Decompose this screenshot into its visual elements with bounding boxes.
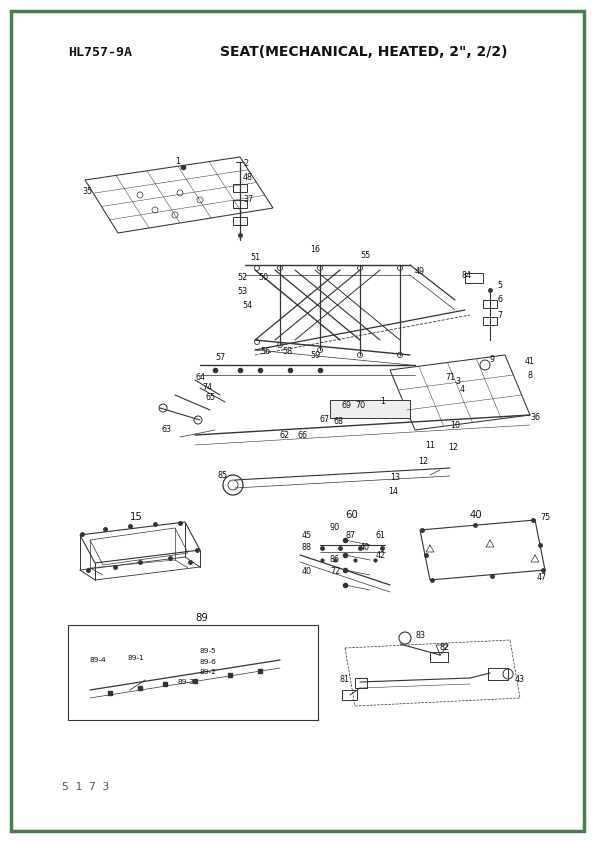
Text: 50: 50 [258, 274, 268, 283]
Bar [430, 652, 448, 662]
Text: 40: 40 [302, 568, 312, 577]
Text: 65: 65 [205, 393, 215, 402]
Text: 60: 60 [345, 510, 358, 520]
Text: 85: 85 [218, 471, 228, 479]
Text: 89-4: 89-4 [90, 657, 107, 663]
Bar [465, 273, 483, 283]
Text: 88: 88 [302, 543, 312, 552]
Text: 16: 16 [310, 246, 320, 254]
Bar [483, 300, 497, 308]
Text: 14: 14 [388, 488, 398, 497]
Text: 47: 47 [537, 573, 547, 582]
Text: 59: 59 [310, 350, 320, 360]
Text: 5 1 7 3: 5 1 7 3 [62, 782, 109, 792]
Text: 89-6: 89-6 [200, 659, 217, 665]
Text: 89-3: 89-3 [178, 679, 195, 685]
Text: 58: 58 [282, 348, 292, 356]
Text: 68: 68 [333, 418, 343, 427]
Text: 1: 1 [175, 157, 180, 167]
Text: 87: 87 [345, 530, 355, 540]
Text: 2: 2 [243, 158, 248, 168]
Circle shape [358, 353, 362, 358]
Text: 40: 40 [360, 543, 370, 552]
Text: 66: 66 [298, 430, 308, 440]
Text: 41: 41 [525, 358, 535, 366]
Text: 82: 82 [440, 643, 450, 653]
Circle shape [318, 348, 322, 353]
Text: 70: 70 [355, 401, 365, 409]
Bar [233, 200, 247, 208]
Text: 3: 3 [455, 377, 460, 386]
Bar [342, 690, 357, 700]
Bar [233, 217, 247, 225]
Circle shape [255, 339, 259, 344]
Text: 42: 42 [376, 551, 386, 559]
Text: 48: 48 [243, 173, 253, 183]
Text: 43: 43 [515, 675, 525, 685]
Circle shape [277, 265, 283, 270]
Bar [355, 678, 367, 688]
Text: 55: 55 [360, 251, 370, 259]
Text: 5: 5 [497, 280, 502, 290]
Text: 74: 74 [202, 382, 212, 392]
Text: 35: 35 [82, 188, 92, 196]
Bar [330, 400, 410, 418]
Circle shape [397, 353, 402, 358]
Text: 45: 45 [302, 530, 312, 540]
Text: 36: 36 [530, 413, 540, 423]
Text: 64: 64 [195, 372, 205, 381]
Circle shape [318, 265, 322, 270]
Text: 89-2: 89-2 [200, 669, 217, 675]
Text: 67: 67 [320, 415, 330, 424]
Text: 89-1: 89-1 [127, 655, 144, 661]
Text: 49: 49 [415, 268, 425, 276]
Text: 10: 10 [450, 420, 460, 429]
Text: 52: 52 [237, 273, 248, 281]
Bar [488, 668, 508, 680]
Text: 4: 4 [460, 386, 465, 395]
Text: 11: 11 [425, 440, 435, 450]
Text: 63: 63 [162, 425, 172, 434]
Text: 7: 7 [497, 311, 502, 319]
Text: 72: 72 [330, 568, 340, 577]
Text: 9: 9 [490, 355, 495, 365]
Circle shape [277, 343, 283, 348]
Text: 83: 83 [415, 631, 425, 640]
Text: 6: 6 [497, 296, 502, 305]
Text: 75: 75 [540, 514, 550, 523]
Text: 13: 13 [390, 473, 400, 482]
Text: 90: 90 [330, 524, 340, 532]
Text: 57: 57 [215, 354, 226, 363]
Text: 12: 12 [448, 444, 458, 452]
Text: 81: 81 [340, 675, 350, 685]
Text: 84: 84 [462, 270, 472, 280]
Text: 51: 51 [250, 253, 260, 263]
Circle shape [358, 265, 362, 270]
Text: 86: 86 [330, 556, 340, 564]
Text: 8: 8 [527, 370, 532, 380]
Text: 15: 15 [130, 512, 143, 522]
Text: 89-5: 89-5 [200, 648, 217, 654]
Text: 53: 53 [237, 286, 247, 296]
Text: 54: 54 [242, 301, 252, 310]
Circle shape [255, 265, 259, 270]
Text: 40: 40 [470, 510, 483, 520]
Text: 69: 69 [342, 401, 352, 409]
Text: SEAT(MECHANICAL, HEATED, 2", 2/2): SEAT(MECHANICAL, HEATED, 2", 2/2) [220, 45, 508, 59]
Bar [233, 184, 247, 192]
Text: 61: 61 [375, 530, 385, 540]
Text: 37: 37 [243, 195, 253, 205]
Bar [483, 317, 497, 325]
Bar [68, 625, 318, 720]
Text: 89: 89 [195, 613, 208, 623]
Text: 56: 56 [260, 348, 270, 356]
Text: 71: 71 [445, 374, 455, 382]
Text: HL757-9A: HL757-9A [68, 45, 132, 58]
Text: 12: 12 [418, 457, 428, 466]
Text: 1: 1 [380, 397, 385, 407]
Text: 62: 62 [280, 430, 290, 440]
Circle shape [397, 265, 402, 270]
